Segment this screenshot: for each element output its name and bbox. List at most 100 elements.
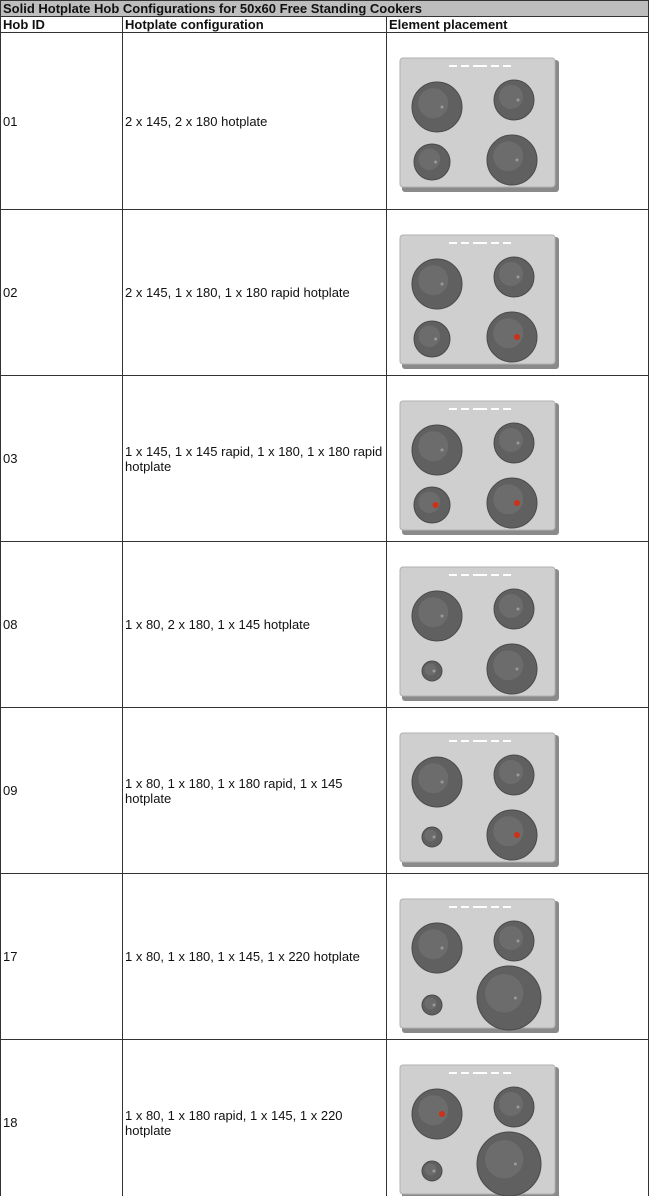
- hotplate-shine: [418, 597, 449, 628]
- hob-indicator: [491, 408, 499, 410]
- hotplate-center: [516, 607, 520, 611]
- hotplate-shine: [499, 428, 523, 452]
- hotplate-center: [432, 502, 439, 508]
- hob-illustration: [399, 400, 559, 535]
- hob-id: 18: [0, 1039, 123, 1196]
- hotplate-center: [516, 939, 520, 943]
- hob-id: 17: [0, 873, 123, 1040]
- hotplate-center: [440, 448, 444, 452]
- table-row: 03 1 x 145, 1 x 145 rapid, 1 x 180, 1 x 1…: [0, 375, 649, 542]
- hob-indicator: [449, 408, 457, 410]
- header-cell: Hob ID: [0, 16, 123, 33]
- table-row: 02 2 x 145, 1 x 180, 1 x 180 rapid hotpla…: [0, 209, 649, 376]
- hotplate-shine: [424, 1163, 437, 1176]
- hotplate-center: [432, 669, 436, 673]
- hob-indicator: [461, 242, 469, 244]
- hob-illustration: [399, 57, 559, 192]
- hob-indicator: [503, 574, 511, 576]
- hotplate-center: [516, 1105, 520, 1109]
- hotplate-center: [432, 1169, 436, 1173]
- hob-id: 09: [0, 707, 123, 874]
- hob-indicator: [449, 740, 457, 742]
- hotplate-center: [434, 337, 438, 341]
- hotplate-shine: [493, 141, 524, 172]
- hotplate-configuration: 1 x 80, 1 x 180 rapid, 1 x 145, 1 x 220 …: [122, 1039, 387, 1196]
- hotplate-shine: [418, 929, 449, 960]
- hotplate-shine: [499, 926, 523, 950]
- hob-indicator: [473, 408, 487, 410]
- hotplate-shine: [418, 148, 441, 171]
- hob-illustration: [399, 898, 559, 1033]
- hob-indicator: [449, 242, 457, 244]
- table-title: Solid Hotplate Hob Configurations for 50…: [0, 0, 649, 17]
- element-placement: [386, 32, 649, 210]
- hotplate-center: [516, 98, 520, 102]
- table-body: 01 2 x 145, 2 x 180 hotplate 02 2 x 145, 1 …: [0, 32, 649, 1196]
- hob-indicator: [503, 1072, 511, 1074]
- hotplate-shine: [418, 88, 449, 119]
- hotplate-center: [513, 1162, 517, 1166]
- hob-id: 08: [0, 541, 123, 708]
- hob-indicator: [461, 408, 469, 410]
- hotplate-center: [432, 835, 436, 839]
- hob-indicator: [449, 65, 457, 67]
- hotplate-configuration: 1 x 80, 2 x 180, 1 x 145 hotplate: [122, 541, 387, 708]
- hotplate-center: [516, 441, 520, 445]
- hotplate-center: [513, 996, 517, 1000]
- hob-illustration: [399, 566, 559, 701]
- hob-indicator: [491, 65, 499, 67]
- hob-indicator: [461, 1072, 469, 1074]
- hob-indicator: [473, 65, 487, 67]
- hotplate-center: [440, 614, 444, 618]
- hotplate-shine: [485, 974, 524, 1013]
- hotplate-shine: [485, 1140, 524, 1179]
- element-placement: [386, 541, 649, 708]
- hotplate-shine: [418, 265, 449, 296]
- hotplate-shine: [418, 763, 449, 794]
- hotplate-center: [439, 1111, 445, 1117]
- element-placement: [386, 1039, 649, 1196]
- hotplate-configuration: 1 x 145, 1 x 145 rapid, 1 x 180, 1 x 180…: [122, 375, 387, 542]
- hotplate-configuration: 1 x 80, 1 x 180, 1 x 145, 1 x 220 hotpla…: [122, 873, 387, 1040]
- hob-indicator: [473, 242, 487, 244]
- hob-indicator: [491, 740, 499, 742]
- hotplate-shine: [499, 594, 523, 618]
- hob-id: 03: [0, 375, 123, 542]
- hob-indicator: [473, 1072, 487, 1074]
- hotplate-shine: [418, 325, 441, 348]
- hob-indicator: [449, 906, 457, 908]
- hob-indicator: [503, 242, 511, 244]
- hob-indicator: [461, 574, 469, 576]
- header-cell: Element placement: [386, 16, 649, 33]
- hotplate-shine: [499, 85, 523, 109]
- hotplate-shine: [424, 997, 437, 1010]
- hotplate-shine: [499, 262, 523, 286]
- hotplate-center: [440, 282, 444, 286]
- hob-indicator: [503, 65, 511, 67]
- hotplate-center: [440, 780, 444, 784]
- header-row: Hob ID Hotplate configuration Element pl…: [0, 16, 649, 33]
- table-row: 09 1 x 80, 1 x 180, 1 x 180 rapid, 1 x 14…: [0, 707, 649, 874]
- hotplate-configuration: 1 x 80, 1 x 180, 1 x 180 rapid, 1 x 145 …: [122, 707, 387, 874]
- element-placement: [386, 209, 649, 376]
- hotplate-center: [515, 158, 519, 162]
- hotplate-center: [432, 1003, 436, 1007]
- table-row: 01 2 x 145, 2 x 180 hotplate: [0, 32, 649, 210]
- hob-indicator: [461, 65, 469, 67]
- header-cell: Hotplate configuration: [122, 16, 387, 33]
- hotplate-center: [440, 946, 444, 950]
- hob-indicator: [473, 906, 487, 908]
- hob-id: 02: [0, 209, 123, 376]
- hob-indicator: [491, 242, 499, 244]
- hob-id: 01: [0, 32, 123, 210]
- hotplate-shine: [493, 484, 524, 515]
- title-row: Solid Hotplate Hob Configurations for 50…: [0, 0, 649, 17]
- hob-indicator: [449, 1072, 457, 1074]
- hotplate-shine: [499, 760, 523, 784]
- hotplate-shine: [499, 1092, 523, 1116]
- hotplate-configuration: 2 x 145, 1 x 180, 1 x 180 rapid hotplate: [122, 209, 387, 376]
- element-placement: [386, 375, 649, 542]
- hob-indicator: [449, 574, 457, 576]
